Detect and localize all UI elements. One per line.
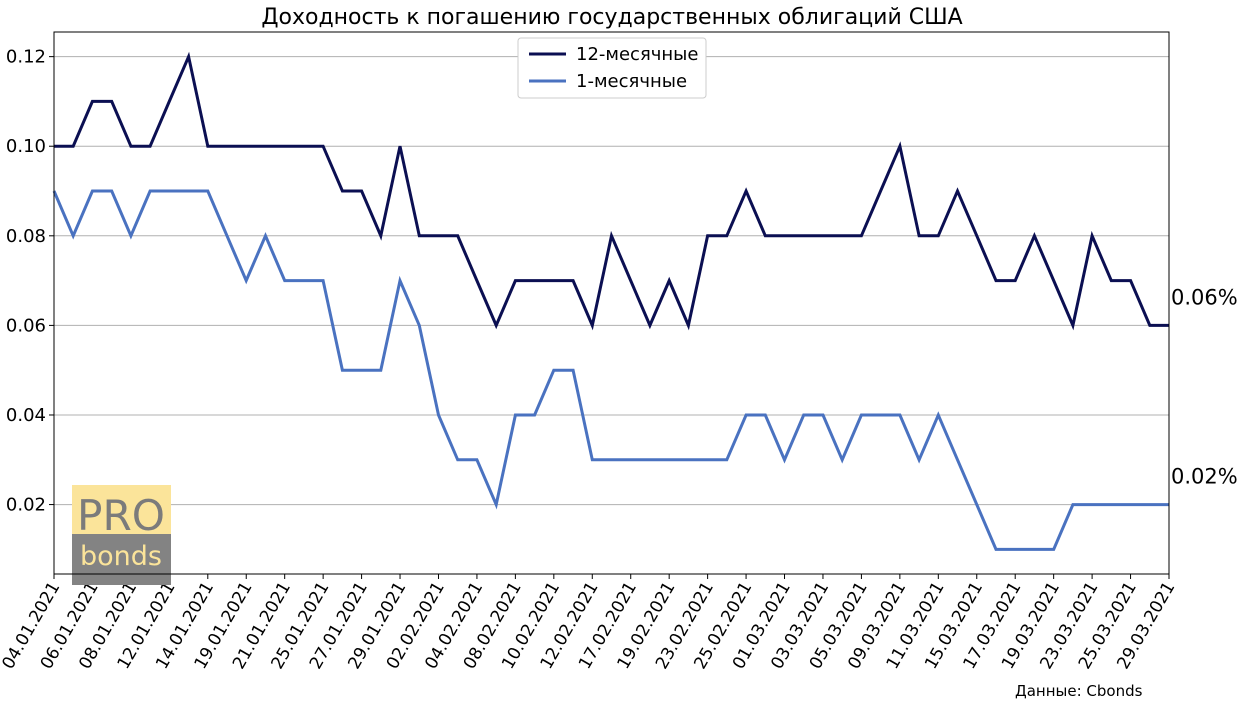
y-tick-label: 0.08: [6, 226, 46, 247]
series-line-1m: [52, 189, 1169, 551]
y-tick-label: 0.04: [6, 405, 46, 426]
legend-label-1m: 1-месячные: [576, 71, 687, 92]
y-axis: 0.02 0.04 0.06 0.08 0.10 0.12: [6, 47, 54, 516]
plot-frame: [53, 31, 1170, 575]
logo-bottom-text: bonds: [80, 541, 162, 572]
source-note: Данные: Cbonds: [1015, 682, 1143, 700]
end-label-12m: 0.06%: [1171, 285, 1238, 309]
logo-top-background: [72, 485, 171, 534]
y-tick-label: 0.06: [6, 315, 46, 336]
series-line-12m: [54, 51, 1169, 331]
legend-label-12m: 12-месячные: [576, 44, 698, 65]
end-label-1m: 0.02%: [1171, 465, 1238, 489]
end-labels: 0.06% 0.02%: [1171, 285, 1238, 488]
x-axis: 04.01.202106.01.202108.01.202112.01.2021…: [0, 574, 1179, 673]
logo-top-text: PRO: [77, 491, 165, 540]
y-tick-label: 0.02: [6, 495, 46, 516]
y-tick-label: 0.12: [6, 47, 46, 68]
series-layer: [52, 51, 1169, 551]
y-tick-label: 0.10: [6, 136, 46, 157]
legend: 12-месячные 1-месячные: [517, 37, 707, 99]
probonds-logo: PRO bonds: [72, 485, 171, 585]
logo-bottom-background: [72, 534, 171, 585]
chart-title: Доходность к погашению государственных о…: [261, 5, 962, 30]
